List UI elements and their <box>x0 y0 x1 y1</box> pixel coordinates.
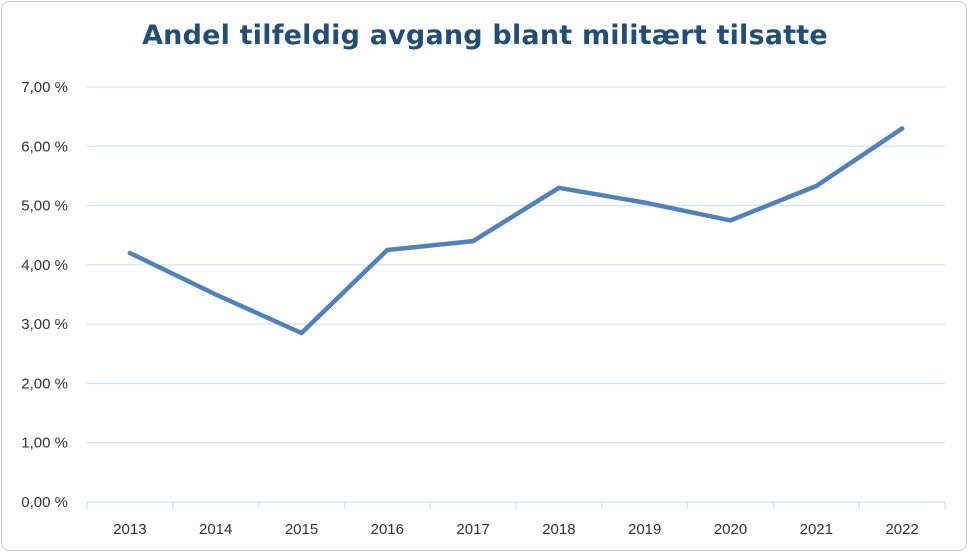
y-tick-label-3: 3,00 % <box>21 316 68 333</box>
data-point-2015 <box>299 330 304 336</box>
data-point-2021 <box>814 183 819 189</box>
y-tick-label-2: 2,00 % <box>21 375 68 392</box>
x-tick-label-2019: 2019 <box>628 521 661 538</box>
y-tick-label-0: 0,00 % <box>21 494 68 511</box>
chart-title: Andel tilfeldig avgang blant militært ti… <box>142 20 828 51</box>
y-tick-label-7: 7,00 % <box>21 79 68 96</box>
data-point-2017 <box>470 238 476 244</box>
x-tick-label-2018: 2018 <box>542 521 575 538</box>
x-tick-label-2021: 2021 <box>800 521 833 538</box>
y-tick-label-5: 5,00 % <box>21 198 68 215</box>
data-point-2014 <box>213 292 218 297</box>
data-point-2016 <box>385 247 390 253</box>
data-point-2022 <box>899 126 905 131</box>
series-lines <box>127 126 905 336</box>
series-line-0 <box>127 126 905 336</box>
x-tick-label-2020: 2020 <box>714 521 747 538</box>
x-tick-label-2016: 2016 <box>371 521 404 538</box>
data-point-2018 <box>556 185 562 190</box>
y-tick-label-6: 6,00 % <box>21 138 68 155</box>
y-tick-label-4: 4,00 % <box>21 257 68 274</box>
x-tick-label-2014: 2014 <box>199 521 232 538</box>
x-tick-label-2017: 2017 <box>456 521 489 538</box>
x-tick-label-2022: 2022 <box>885 521 918 538</box>
gridlines <box>87 86 945 503</box>
y-tick-label-1: 1,00 % <box>21 435 68 452</box>
data-point-2020 <box>728 218 733 223</box>
x-axis: 2013 2014 2015 2016 2017 2018 2019 2020 2021 2022 <box>86 502 946 538</box>
x-tick-label-2015: 2015 <box>285 521 318 538</box>
data-point-2019 <box>642 200 647 205</box>
data-point-2013 <box>127 250 133 256</box>
x-tick-label-2013: 2013 <box>113 521 146 538</box>
y-axis-tick-labels: 0,00 % 1,00 % 2,00 % 3,00 % 4,00 % 5,00 % 6,00… <box>21 79 68 511</box>
